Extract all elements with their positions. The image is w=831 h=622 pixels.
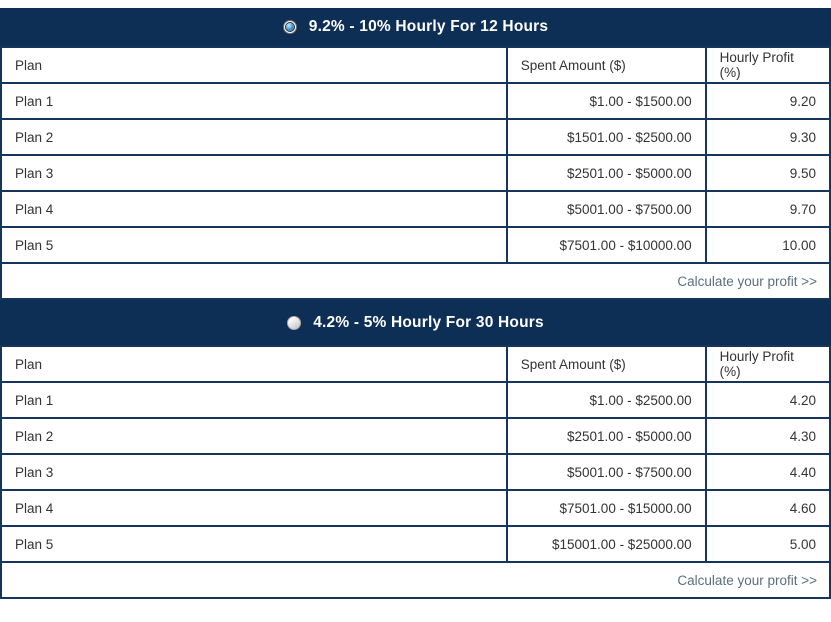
- plans-page: 9.2% - 10% Hourly For 12 Hours Plan Spen…: [0, 8, 831, 599]
- spent-amount-cell: $7501.00 - $10000.00: [505, 226, 707, 264]
- hourly-profit-cell: 4.30: [704, 417, 831, 455]
- plan-group-header-12h: 9.2% - 10% Hourly For 12 Hours: [0, 8, 831, 46]
- table-row: Plan 3 $2501.00 - $5000.00 9.50: [0, 154, 831, 192]
- spent-amount-cell: $1501.00 - $2500.00: [505, 118, 707, 156]
- table-row: Plan 1 $1.00 - $1500.00 9.20: [0, 82, 831, 120]
- spent-amount-cell: $1.00 - $1500.00: [505, 82, 707, 120]
- plan-group-header-30h: 4.2% - 5% Hourly For 30 Hours: [0, 300, 831, 345]
- column-header-profit: Hourly Profit (%): [704, 345, 831, 383]
- hourly-profit-cell: 4.60: [704, 489, 831, 527]
- table-header-row: Plan Spent Amount ($) Hourly Profit (%): [0, 345, 831, 383]
- plan-name-cell: Plan 4: [0, 190, 508, 228]
- table-row: Plan 2 $2501.00 - $5000.00 4.30: [0, 417, 831, 455]
- spent-amount-cell: $2501.00 - $5000.00: [505, 154, 707, 192]
- plan-group-title-30h: 4.2% - 5% Hourly For 30 Hours: [313, 313, 544, 331]
- column-header-spent: Spent Amount ($): [505, 46, 707, 84]
- plan-name-cell: Plan 4: [0, 489, 508, 527]
- table-row: Plan 5 $7501.00 - $10000.00 10.00: [0, 226, 831, 264]
- hourly-profit-cell: 4.20: [704, 381, 831, 419]
- spent-amount-cell: $7501.00 - $15000.00: [505, 489, 707, 527]
- table-row: Plan 2 $1501.00 - $2500.00 9.30: [0, 118, 831, 156]
- plan-name-cell: Plan 5: [0, 226, 508, 264]
- hourly-profit-cell: 9.20: [704, 82, 831, 120]
- hourly-profit-cell: 9.50: [704, 154, 831, 192]
- calc-profit-row-30h: Calculate your profit >>: [0, 563, 831, 599]
- spent-amount-cell: $1.00 - $2500.00: [505, 381, 707, 419]
- plan-name-cell: Plan 2: [0, 417, 508, 455]
- table-header-row: Plan Spent Amount ($) Hourly Profit (%): [0, 46, 831, 84]
- plan-table-30h: Plan Spent Amount ($) Hourly Profit (%) …: [0, 345, 831, 563]
- plan-name-cell: Plan 3: [0, 154, 508, 192]
- spent-amount-cell: $5001.00 - $7500.00: [505, 190, 707, 228]
- plan-group-title-12h: 9.2% - 10% Hourly For 12 Hours: [308, 18, 549, 35]
- column-header-plan: Plan: [0, 345, 508, 383]
- plan-name-cell: Plan 2: [0, 118, 508, 156]
- table-row: Plan 1 $1.00 - $2500.00 4.20: [0, 381, 831, 419]
- spent-amount-cell: $15001.00 - $25000.00: [505, 525, 707, 563]
- hourly-profit-cell: 9.70: [704, 190, 831, 228]
- spent-amount-cell: $2501.00 - $5000.00: [505, 417, 707, 455]
- hourly-profit-cell: 5.00: [704, 525, 831, 563]
- column-header-profit: Hourly Profit (%): [704, 46, 831, 84]
- table-row: Plan 4 $7501.00 - $15000.00 4.60: [0, 489, 831, 527]
- plan-group-radio-30h[interactable]: [287, 315, 302, 330]
- spent-amount-cell: $5001.00 - $7500.00: [505, 453, 707, 491]
- hourly-profit-cell: 4.40: [704, 453, 831, 491]
- plan-name-cell: Plan 5: [0, 525, 508, 563]
- column-header-spent: Spent Amount ($): [505, 345, 707, 383]
- hourly-profit-cell: 9.30: [704, 118, 831, 156]
- table-row: Plan 5 $15001.00 - $25000.00 5.00: [0, 525, 831, 563]
- calc-profit-row-12h: Calculate your profit >>: [0, 264, 831, 300]
- calculate-profit-link-12h[interactable]: Calculate your profit >>: [677, 273, 817, 289]
- column-header-plan: Plan: [0, 46, 508, 84]
- plan-table-12h: Plan Spent Amount ($) Hourly Profit (%) …: [0, 46, 831, 264]
- table-row: Plan 4 $5001.00 - $7500.00 9.70: [0, 190, 831, 228]
- plan-name-cell: Plan 1: [0, 82, 508, 120]
- radio-selected-dot-icon: [285, 23, 294, 31]
- plan-group-radio-12h[interactable]: [282, 20, 297, 34]
- calculate-profit-link-30h[interactable]: Calculate your profit >>: [677, 572, 817, 588]
- table-row: Plan 3 $5001.00 - $7500.00 4.40: [0, 453, 831, 491]
- hourly-profit-cell: 10.00: [704, 226, 831, 264]
- plan-name-cell: Plan 3: [0, 453, 508, 491]
- plan-name-cell: Plan 1: [0, 381, 508, 419]
